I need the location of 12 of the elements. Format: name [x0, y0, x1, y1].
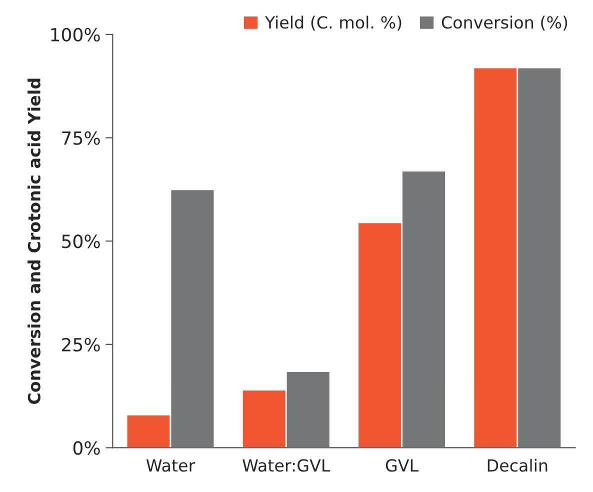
- x-tick-label: Water:GVL: [242, 459, 330, 472]
- y-tick-label: 0%: [73, 441, 100, 455]
- y-tick-label: 25%: [62, 338, 100, 352]
- y-axis-title: Conversion and Crotonic acid Yield: [28, 78, 40, 404]
- x-tick-label: GVL: [386, 459, 418, 472]
- x-tick-label: Water: [146, 459, 196, 472]
- y-tick-label: 100%: [51, 28, 100, 42]
- x-tick-label: Decalin: [488, 458, 548, 472]
- legend-label: Conversion (%): [442, 16, 568, 31]
- legend-label: Yield (C. mol. %): [264, 16, 402, 31]
- y-tick-label: 50%: [62, 234, 100, 248]
- y-tick-label: 75%: [62, 131, 100, 145]
